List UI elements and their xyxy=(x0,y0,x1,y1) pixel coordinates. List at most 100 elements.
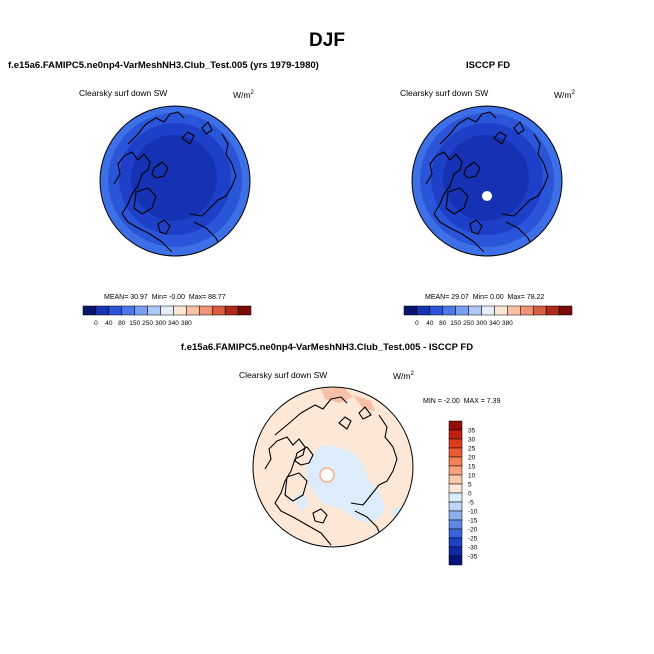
colorbar-swatch xyxy=(448,546,463,557)
colorbar-tick-label: 35 xyxy=(468,427,476,434)
colorbar-swatch xyxy=(160,305,174,316)
colorbar-swatch xyxy=(448,429,463,440)
colorbar-tick-label: 80 xyxy=(439,320,447,327)
colorbar-swatch xyxy=(448,528,463,539)
panel2-missing-data-hole xyxy=(482,191,492,201)
colorbar-swatch xyxy=(95,305,110,316)
colorbar-swatch xyxy=(403,305,418,316)
panel1-stats: MEAN= 30.97 Min= -0.00 Max= 88.77 xyxy=(104,294,226,301)
colorbar-tick-label: 150 xyxy=(450,320,461,327)
colorbar-swatch xyxy=(147,305,161,316)
panel2-map xyxy=(411,105,563,257)
colorbar-swatch xyxy=(448,501,463,512)
colorbar-swatch xyxy=(448,537,463,548)
panel1-contours xyxy=(100,106,250,256)
panel2-colorbar: 0 40 80 150 250 300 340 380 xyxy=(403,305,573,327)
panel2-stats: MEAN= 29.07 Min= 0.00 Max= 78.22 xyxy=(425,294,545,301)
colorbar-swatch xyxy=(448,483,463,494)
colorbar-swatch xyxy=(507,305,521,316)
colorbar-swatch xyxy=(448,474,463,485)
panel2-title: ISCCP FD xyxy=(466,60,511,71)
colorbar-tick-label: 150 xyxy=(129,320,140,327)
colorbar-tick-label: 340 xyxy=(168,320,179,327)
colorbar-tick-label: 40 xyxy=(105,320,113,327)
panel2-variable: Clearsky surf down SW xyxy=(400,88,489,98)
colorbar-swatch xyxy=(173,305,187,316)
colorbar-swatch xyxy=(224,305,239,316)
panel1-units: W/m2 xyxy=(233,90,254,100)
colorbar-tick-label: 380 xyxy=(502,320,513,327)
colorbar-swatch xyxy=(481,305,495,316)
colorbar-tick-label: -5 xyxy=(468,499,474,506)
colorbar-swatch xyxy=(108,305,123,316)
colorbar-swatch xyxy=(448,420,463,431)
panel1-map xyxy=(99,105,251,257)
colorbar-tick-label: -20 xyxy=(468,526,478,533)
colorbar-swatch xyxy=(468,305,482,316)
colorbar-swatch xyxy=(199,305,213,316)
panel1-map-border xyxy=(99,105,251,257)
colorbar-swatch xyxy=(448,519,463,530)
colorbar-swatch xyxy=(416,305,431,316)
panel3-contours xyxy=(253,387,413,547)
colorbar-tick-label: 340 xyxy=(489,320,500,327)
colorbar-tick-label: 15 xyxy=(468,463,476,470)
panel3-units: W/m2 xyxy=(393,371,414,381)
panel3-variable: Clearsky surf down SW xyxy=(239,370,328,380)
panel1-title: f.e15a6.FAMIPC5.ne0np4-VarMeshNH3.Club_T… xyxy=(8,60,319,71)
colorbar-tick-label: 30 xyxy=(468,436,476,443)
colorbar-swatch xyxy=(448,438,463,449)
colorbar-swatch xyxy=(448,492,463,503)
colorbar-tick-label: 5 xyxy=(468,481,472,488)
panel1-colorbar: 0 40 80 150 250 300 340 380 xyxy=(82,305,252,327)
colorbar-swatch xyxy=(448,555,463,566)
colorbar-swatch xyxy=(448,447,463,458)
panel3-title: f.e15a6.FAMIPC5.ne0np4-VarMeshNH3.Club_T… xyxy=(180,342,474,353)
colorbar-tick-label: 0 xyxy=(415,320,419,327)
panel3-colorbar: 35 30 25 20 15 10 5 0 -5 -10 -15 -20 -25 -30 -35 xyxy=(448,420,478,566)
colorbar-tick-label: 380 xyxy=(181,320,192,327)
colorbar-swatch xyxy=(532,305,547,316)
colorbar-swatch xyxy=(448,456,463,467)
colorbar-swatch xyxy=(237,305,252,316)
colorbar-tick-label: 300 xyxy=(155,320,166,327)
panel2-coastlines xyxy=(425,111,549,253)
colorbar-tick-label: -30 xyxy=(468,544,478,551)
colorbar-swatch xyxy=(520,305,534,316)
panel3-map-border xyxy=(252,386,414,548)
colorbar-swatch xyxy=(545,305,560,316)
colorbar-tick-label: 250 xyxy=(142,320,153,327)
panel3-map xyxy=(252,386,414,548)
colorbar-tick-label: 80 xyxy=(118,320,126,327)
colorbar-tick-label: 40 xyxy=(426,320,434,327)
panel3-missing-data-hole xyxy=(320,468,334,482)
colorbar-tick-label: 0 xyxy=(468,490,472,497)
colorbar-swatch xyxy=(134,305,148,316)
colorbar-tick-label: -15 xyxy=(468,517,478,524)
colorbar-swatch xyxy=(442,305,456,316)
colorbar-tick-label: -25 xyxy=(468,535,478,542)
panel3-contour-ring xyxy=(319,467,335,483)
colorbar-tick-label: -35 xyxy=(468,553,478,560)
panel1-variable: Clearsky surf down SW xyxy=(79,88,168,98)
colorbar-swatch xyxy=(494,305,508,316)
colorbar-tick-label: 20 xyxy=(468,454,476,461)
colorbar-tick-label: 250 xyxy=(463,320,474,327)
colorbar-swatch xyxy=(186,305,200,316)
panel2-contours xyxy=(412,106,562,256)
colorbar-tick-label: 300 xyxy=(476,320,487,327)
panel2-map-border xyxy=(411,105,563,257)
figure-title: DJF xyxy=(309,30,345,51)
colorbar-swatch xyxy=(448,510,463,521)
colorbar-swatch xyxy=(448,465,463,476)
colorbar-tick-label: -10 xyxy=(468,508,478,515)
colorbar-swatch xyxy=(429,305,444,316)
colorbar-tick-label: 0 xyxy=(94,320,98,327)
colorbar-tick-label: 10 xyxy=(468,472,476,479)
colorbar-swatch xyxy=(211,305,226,316)
colorbar-swatch xyxy=(455,305,469,316)
colorbar-swatch xyxy=(121,305,135,316)
colorbar-tick-label: 25 xyxy=(468,445,476,452)
colorbar-swatch xyxy=(82,305,97,316)
colorbar-swatch xyxy=(558,305,573,316)
